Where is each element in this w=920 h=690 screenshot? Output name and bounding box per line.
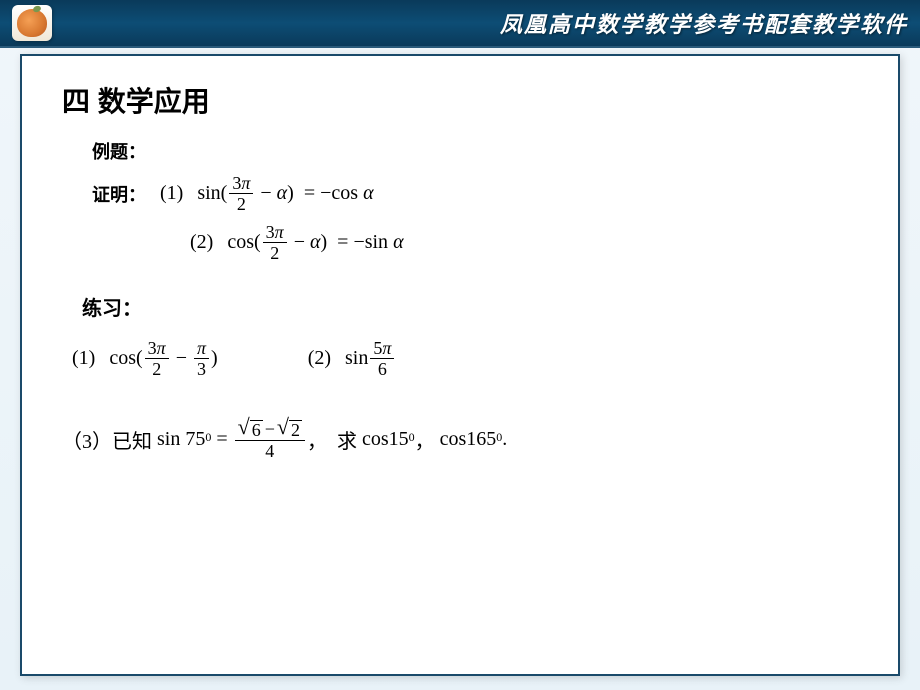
prove-row-1: 证明： (1) sin( 3π 2 − α) = − cos α [92,174,858,213]
prove1-expr: sin( 3π 2 − α) = − cos α [197,174,373,213]
fn: cos [331,182,358,205]
prac3: （3） 已知 sin 750 = √6 − √2 4 ， 求 cos150 ， … [62,418,858,460]
logo-peach-icon [17,9,47,37]
fn: cos [362,428,389,451]
fn: cos [227,231,254,254]
frac: 3π 2 [229,174,253,213]
fn: sin [157,428,180,451]
content-frame: 四 数学应用 例题： 证明： (1) sin( 3π 2 − α) = − co… [20,54,900,676]
sqrt-icon: √6 [238,418,263,439]
prove-label: 证明： [92,181,146,207]
prac1-num: (1) [72,347,95,370]
header-bar: 凤凰高中数学教学参考书配套教学软件 [0,0,920,48]
prove-row-2: (2) cos( 3π 2 − α) = − sin α [190,223,858,262]
prove2-num: (2) [190,231,213,254]
ask-label: 求 [337,425,357,454]
header-title: 凤凰高中数学教学参考书配套教学软件 [500,7,908,39]
fn: sin [345,347,368,370]
prac1: (1) cos( 3π 2 − π 3 ) [72,339,218,378]
phoenix-logo [12,5,52,41]
prove1-num: (1) [160,182,183,205]
prac3-given: 已知 [112,425,152,454]
sqrt-icon: √2 [277,418,302,439]
frac: √6 − √2 4 [235,418,305,460]
prove2-expr: cos( 3π 2 − α) = − sin α [227,223,403,262]
fn: sin [365,231,388,254]
practice-label: 练习： [82,292,142,321]
frac: 5π 6 [370,339,394,378]
var: α [277,182,288,205]
practice-row: (1) cos( 3π 2 − π 3 ) (2) sin 5π 6 [72,339,858,378]
prac2: (2) sin 5π 6 [308,339,397,378]
frac: π 3 [194,339,209,378]
frac: 3π 2 [263,223,287,262]
frac: 3π 2 [145,339,169,378]
slide-content: 四 数学应用 例题： 证明： (1) sin( 3π 2 − α) = − co… [22,56,898,484]
fn: cos [440,428,467,451]
fn: cos [109,347,136,370]
fn: sin [197,182,220,205]
var: α [310,231,321,254]
prac3-num: （3） [62,425,112,454]
section-title: 四 数学应用 [62,80,858,120]
prac2-num: (2) [308,347,331,370]
example-label: 例题： [92,138,146,164]
